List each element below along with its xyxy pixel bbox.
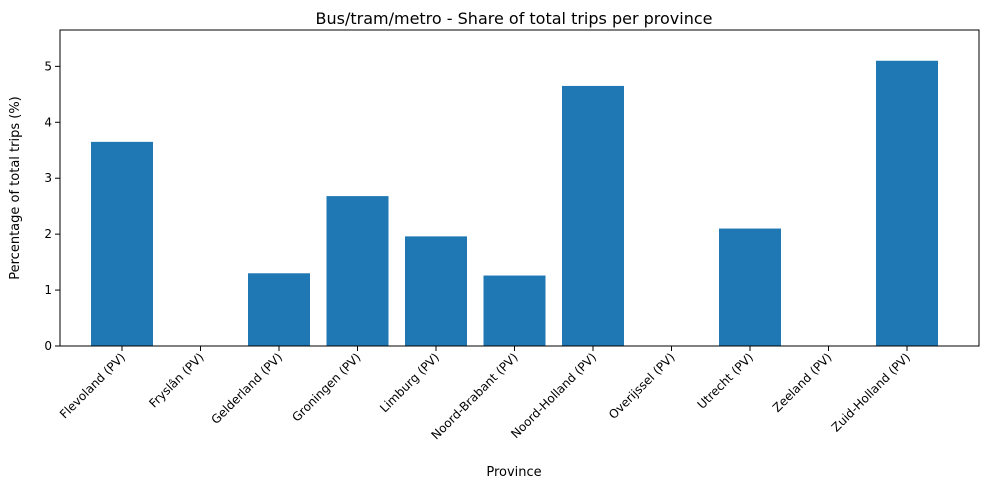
x-tick-label: Fryslân (PV) [146, 350, 206, 410]
y-tick-label: 3 [44, 171, 52, 185]
x-tick-label: Zeeland (PV) [770, 350, 835, 415]
x-tick-label: Limburg (PV) [377, 350, 442, 415]
x-tick-label: Groningen (PV) [289, 350, 363, 424]
x-tick-label: Utrecht (PV) [695, 350, 757, 412]
x-tick-label: Noord-Holland (PV) [508, 350, 599, 441]
bar [405, 236, 467, 346]
y-tick-label: 5 [44, 59, 52, 73]
bar [91, 141, 153, 346]
x-tick-label: Zuid-Holland (PV) [829, 350, 913, 434]
plot-area [91, 60, 938, 347]
y-tick-label: 1 [44, 283, 52, 297]
chart-title: Bus/tram/metro - Share of total trips pe… [316, 9, 713, 28]
axes-frame [59, 29, 980, 347]
x-tick-label: Flevoland (PV) [57, 350, 128, 421]
y-tick-label: 4 [44, 115, 52, 129]
x-tick-label: Noord-Brabant (PV) [428, 350, 520, 442]
y-tick-label: 2 [44, 227, 52, 241]
y-tick-label: 0 [44, 339, 52, 353]
bar [719, 228, 781, 346]
bar [248, 273, 310, 346]
bar [562, 85, 624, 347]
bar [483, 275, 546, 346]
y-axis-label: Percentage of total trips (%) [8, 96, 23, 280]
x-tick-label: Overijssel (PV) [606, 350, 678, 422]
x-tick-label: Gelderland (PV) [208, 350, 285, 427]
bar [326, 196, 389, 346]
bar [876, 60, 938, 347]
x-axis-label: Province [486, 465, 541, 480]
